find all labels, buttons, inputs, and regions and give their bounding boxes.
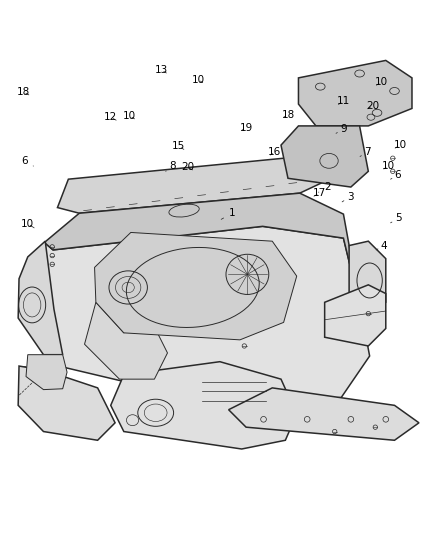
Text: 18: 18 xyxy=(281,110,295,119)
Text: 10: 10 xyxy=(123,111,136,121)
Text: 3: 3 xyxy=(342,192,353,202)
Polygon shape xyxy=(26,354,67,390)
Polygon shape xyxy=(85,302,167,379)
Polygon shape xyxy=(57,155,343,213)
Text: 7: 7 xyxy=(360,147,371,157)
Text: 20: 20 xyxy=(366,101,379,111)
Polygon shape xyxy=(95,232,297,340)
Text: 10: 10 xyxy=(375,77,388,87)
Text: 6: 6 xyxy=(391,170,401,180)
Polygon shape xyxy=(18,366,115,440)
Text: 6: 6 xyxy=(21,156,33,166)
Text: 5: 5 xyxy=(391,214,401,223)
Text: 10: 10 xyxy=(382,161,395,171)
Polygon shape xyxy=(22,227,370,404)
Text: 13: 13 xyxy=(155,65,168,75)
Text: 8: 8 xyxy=(166,161,176,171)
Polygon shape xyxy=(298,60,412,126)
Polygon shape xyxy=(281,126,368,187)
Polygon shape xyxy=(18,241,63,354)
Text: 16: 16 xyxy=(268,147,282,157)
Text: 4: 4 xyxy=(376,240,387,251)
Polygon shape xyxy=(111,362,297,449)
Text: 2: 2 xyxy=(318,182,331,192)
Text: 15: 15 xyxy=(172,141,185,151)
Text: 10: 10 xyxy=(394,140,407,150)
Text: 20: 20 xyxy=(181,162,194,172)
Polygon shape xyxy=(229,388,419,440)
Text: 17: 17 xyxy=(313,188,326,198)
Text: 12: 12 xyxy=(104,112,117,122)
Text: 11: 11 xyxy=(337,96,350,107)
Polygon shape xyxy=(325,285,386,346)
Text: 10: 10 xyxy=(191,75,205,85)
Polygon shape xyxy=(349,241,386,318)
Text: 18: 18 xyxy=(17,87,30,97)
Polygon shape xyxy=(44,193,361,310)
Text: 9: 9 xyxy=(336,124,347,134)
Text: 10: 10 xyxy=(21,219,34,229)
Text: 1: 1 xyxy=(221,208,235,220)
Text: 19: 19 xyxy=(240,123,253,133)
